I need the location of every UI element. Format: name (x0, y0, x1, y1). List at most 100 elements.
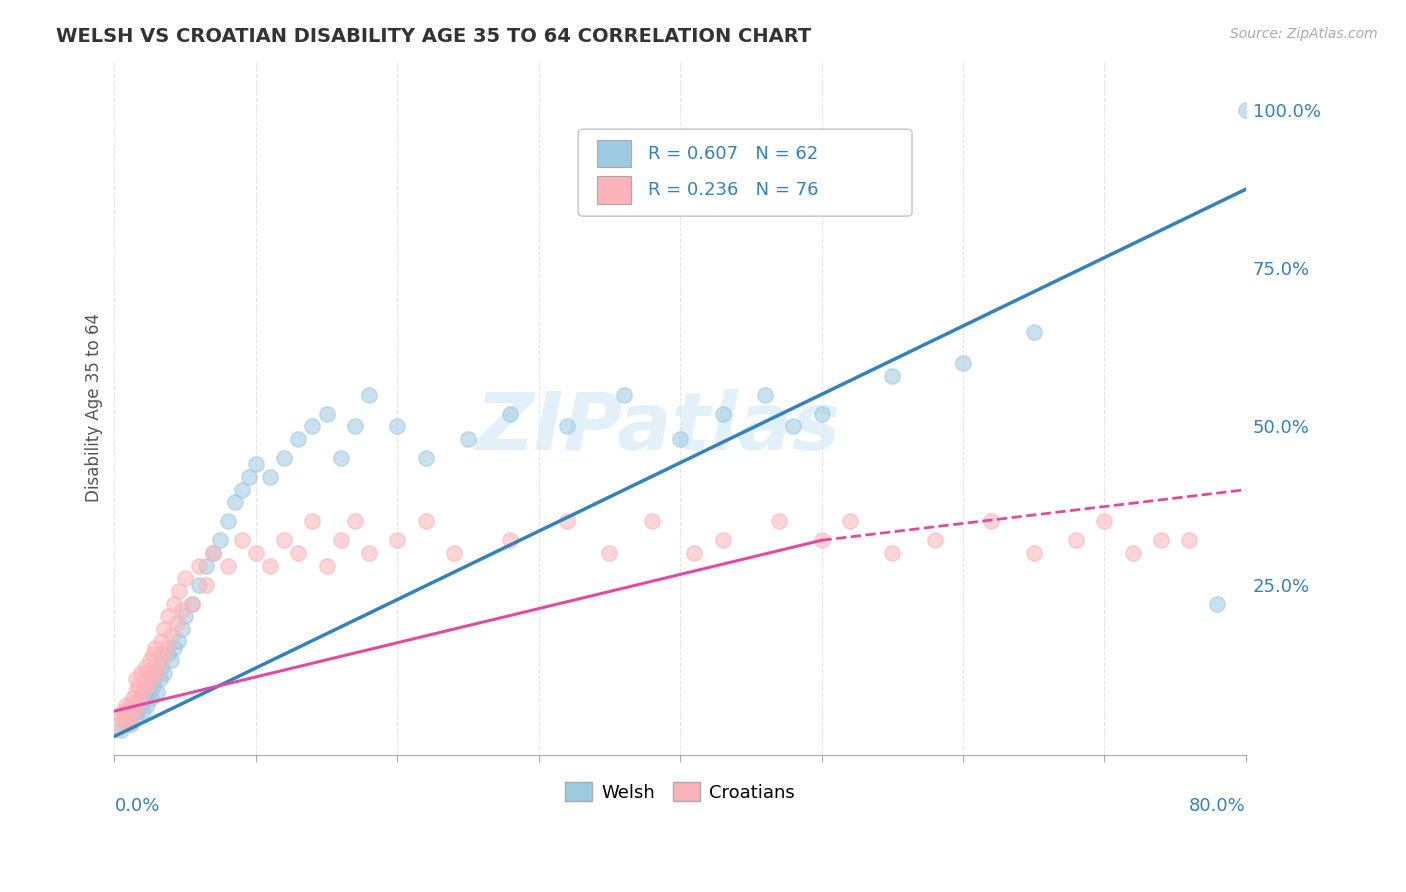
Point (1206, 597, 1229, 611)
Point (202, 546, 225, 560)
Point (143, 660, 166, 674)
Point (301, 419, 323, 434)
Point (136, 698, 159, 712)
Point (114, 698, 136, 712)
Point (112, 710, 135, 724)
Point (163, 640, 186, 655)
Point (117, 716, 139, 731)
Point (157, 609, 180, 624)
Point (124, 710, 146, 724)
Point (111, 704, 134, 718)
Point (128, 691, 150, 706)
Point (357, 546, 380, 560)
Point (231, 533, 253, 548)
Point (188, 577, 211, 591)
Point (924, 533, 946, 548)
Point (287, 546, 309, 560)
Point (782, 419, 804, 434)
Point (121, 691, 143, 706)
Point (202, 546, 225, 560)
Point (115, 704, 138, 718)
Point (952, 356, 974, 370)
Point (139, 653, 162, 667)
Point (669, 432, 692, 446)
Point (141, 673, 163, 687)
Point (163, 597, 186, 611)
Point (153, 666, 176, 681)
Point (150, 660, 173, 674)
Point (245, 546, 267, 560)
Point (181, 597, 204, 611)
Point (1150, 533, 1173, 548)
Point (259, 558, 281, 573)
Point (121, 704, 143, 718)
Point (287, 432, 309, 446)
Point (443, 546, 465, 560)
Point (598, 546, 620, 560)
Point (1178, 533, 1201, 548)
Text: Source: ZipAtlas.com: Source: ZipAtlas.com (1230, 27, 1378, 41)
Point (169, 583, 191, 598)
Point (1122, 546, 1144, 560)
Point (120, 710, 142, 724)
Point (129, 698, 152, 712)
Point (157, 647, 180, 661)
Point (195, 558, 218, 573)
Point (160, 628, 183, 642)
Point (139, 685, 162, 699)
Point (238, 470, 260, 484)
Point (315, 558, 337, 573)
Point (711, 533, 734, 548)
Point (259, 470, 281, 484)
Point (117, 710, 139, 724)
Point (343, 514, 366, 528)
Legend: Welsh, Croatians: Welsh, Croatians (558, 775, 803, 809)
Point (457, 432, 479, 446)
Point (711, 407, 734, 421)
Point (683, 546, 706, 560)
FancyBboxPatch shape (598, 140, 631, 168)
Point (224, 495, 246, 509)
Point (146, 685, 169, 699)
Point (142, 647, 165, 661)
Point (1022, 325, 1045, 339)
Point (1022, 546, 1045, 560)
FancyBboxPatch shape (578, 129, 912, 216)
Point (118, 698, 141, 712)
Point (124, 673, 146, 687)
Point (387, 533, 409, 548)
Point (167, 634, 190, 648)
Point (131, 685, 153, 699)
Point (145, 640, 167, 655)
Point (1064, 533, 1087, 548)
Text: 80.0%: 80.0% (1189, 797, 1246, 815)
Point (415, 514, 437, 528)
Point (209, 533, 232, 548)
Point (125, 698, 148, 712)
Point (329, 451, 352, 466)
Point (149, 647, 172, 661)
Point (188, 558, 211, 573)
Point (152, 653, 174, 667)
Point (166, 615, 188, 630)
Point (245, 458, 267, 472)
Text: ZIPatlas: ZIPatlas (475, 389, 839, 467)
Point (150, 634, 173, 648)
Point (217, 558, 239, 573)
Point (127, 704, 149, 718)
Point (181, 597, 204, 611)
Point (882, 368, 904, 383)
Point (146, 666, 169, 681)
Point (122, 704, 145, 718)
Point (141, 691, 163, 706)
Point (195, 577, 218, 591)
Point (138, 666, 160, 681)
Text: 0.0%: 0.0% (114, 797, 160, 815)
Point (110, 710, 132, 724)
Y-axis label: Disability Age 35 to 64: Disability Age 35 to 64 (86, 313, 103, 502)
Point (301, 514, 323, 528)
Point (174, 609, 197, 624)
Point (128, 691, 150, 706)
Point (124, 698, 146, 712)
Point (120, 716, 142, 731)
